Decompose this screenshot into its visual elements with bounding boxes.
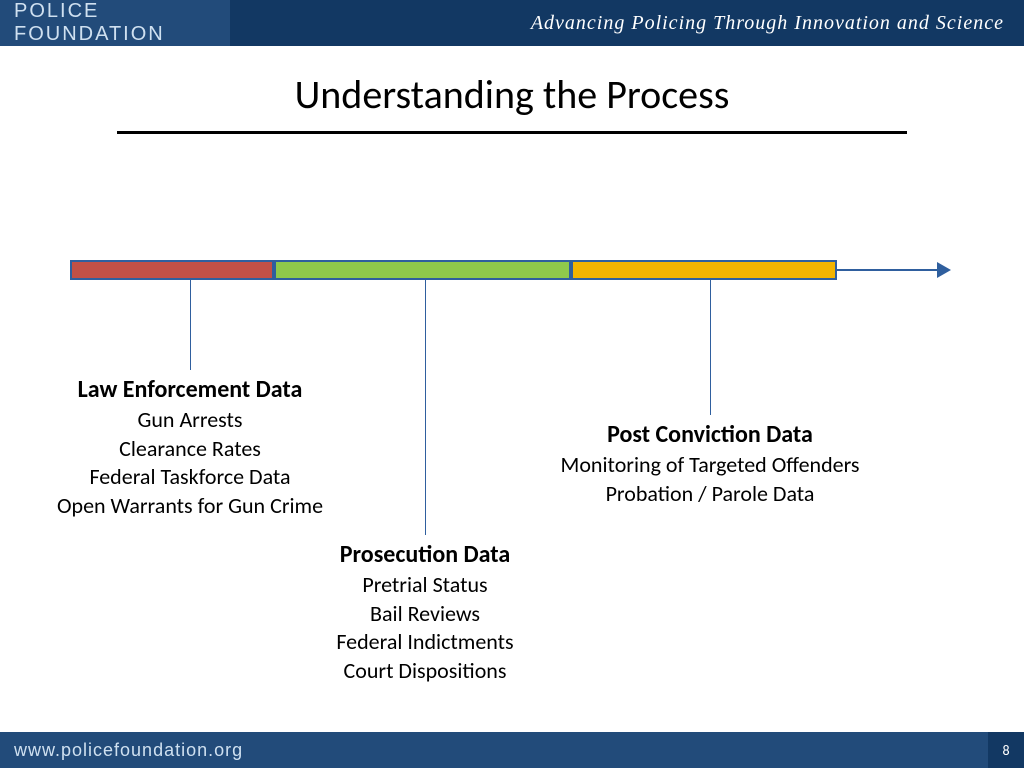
- timeline-arrow-line: [837, 269, 937, 271]
- group-item: Federal Indictments: [285, 628, 565, 657]
- data-group-0: Law Enforcement DataGun ArrestsClearance…: [20, 375, 360, 520]
- footer-bar: www.policefoundation.org 8: [0, 732, 1024, 768]
- connector-line-1: [425, 280, 426, 535]
- data-group-1: Prosecution DataPretrial StatusBail Revi…: [285, 540, 565, 685]
- timeline-segment-0: [70, 260, 274, 280]
- header-left: POLICE FOUNDATION: [0, 0, 230, 46]
- group-item: Clearance Rates: [20, 435, 360, 464]
- group-item: Court Dispositions: [285, 657, 565, 686]
- timeline-track: [70, 260, 950, 280]
- group-title: Prosecution Data: [285, 540, 565, 569]
- tagline: Advancing Policing Through Innovation an…: [531, 12, 1004, 35]
- org-name: POLICE FOUNDATION: [14, 0, 230, 46]
- connector-line-0: [190, 280, 191, 370]
- timeline-segment-2: [571, 260, 837, 280]
- timeline: [70, 260, 950, 280]
- group-item: Monitoring of Targeted Offenders: [500, 451, 920, 480]
- group-item: Pretrial Status: [285, 571, 565, 600]
- page-title: Understanding the Process: [0, 70, 1024, 119]
- group-title: Post Conviction Data: [500, 420, 920, 449]
- data-group-2: Post Conviction DataMonitoring of Target…: [500, 420, 920, 508]
- timeline-arrow-head-icon: [937, 262, 951, 278]
- header-right: Advancing Policing Through Innovation an…: [230, 0, 1024, 46]
- group-item: Gun Arrests: [20, 406, 360, 435]
- group-item: Federal Taskforce Data: [20, 463, 360, 492]
- group-title: Law Enforcement Data: [20, 375, 360, 404]
- group-item: Probation / Parole Data: [500, 480, 920, 509]
- connector-line-2: [710, 280, 711, 415]
- footer-url: www.policefoundation.org: [14, 740, 243, 761]
- title-underline: [117, 131, 907, 134]
- header-bar: POLICE FOUNDATION Advancing Policing Thr…: [0, 0, 1024, 46]
- timeline-segment-1: [274, 260, 571, 280]
- group-item: Open Warrants for Gun Crime: [20, 492, 360, 521]
- page-number-box: 8: [988, 732, 1024, 768]
- page-number: 8: [1002, 742, 1009, 759]
- group-item: Bail Reviews: [285, 600, 565, 629]
- slide-content: Understanding the Process Law Enforcemen…: [0, 70, 1024, 756]
